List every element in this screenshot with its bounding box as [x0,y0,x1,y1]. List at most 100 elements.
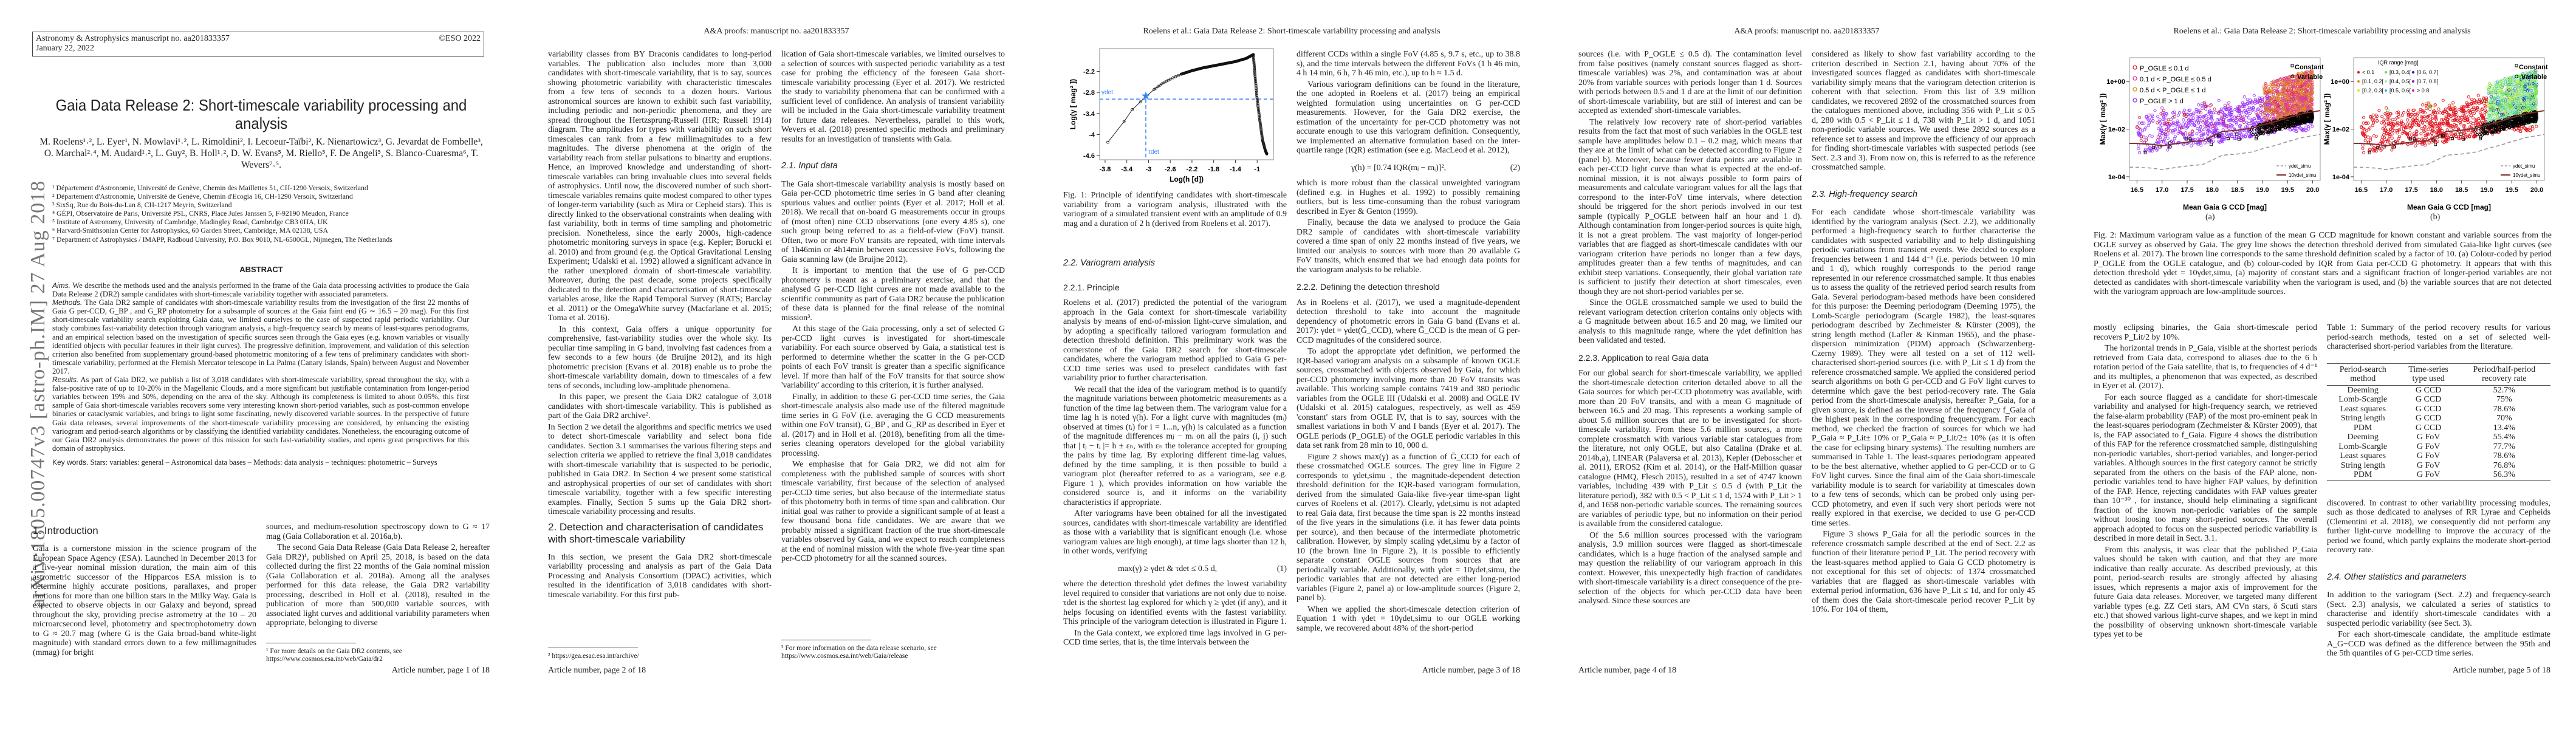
legend-label: 10γdet_simu [2289,173,2316,178]
data-point [2173,135,2177,139]
paragraph: In the Gaia context, we explored time la… [1063,628,1287,648]
constant-point [2269,130,2273,134]
detection-star-icon [1141,91,1151,100]
data-point [2272,100,2276,103]
running-head: Roelens et al.: Gaia Data Release 2: Sho… [2173,27,2471,36]
variogram-point [1258,118,1262,122]
data-point [2246,101,2250,105]
data-point [2248,134,2252,137]
paragraph: At this stage of the Gaia processing, on… [781,324,1005,390]
data-point [2226,104,2230,108]
paragraph: sources (i.e. with P_OGLE ≤ 0.5 d). The … [1578,50,1802,115]
data-point [2301,80,2305,83]
data-point [2287,94,2291,98]
equation-body: max(γ) ≥ γdet & τdet ≤ 0.5 d, [1118,564,1218,573]
variogram-point [1159,83,1162,87]
data-point [2233,108,2237,112]
abstract: Aims. We describe the methods used and t… [52,281,469,467]
footnote: ¹ For more details on the Gaia DR2 conte… [266,643,490,663]
data-point [2307,96,2311,100]
data-point [2286,81,2290,85]
data-point [2300,95,2303,99]
data-point [2307,78,2311,82]
data-point [2188,108,2191,112]
data-point [2263,106,2267,109]
data-point [2296,74,2300,77]
paragraph: Figure 3 shows P_Gaia for all the period… [1812,530,2035,614]
variable-point [2301,117,2304,120]
data-point [2189,133,2193,137]
data-point [2163,122,2167,125]
data-point [2211,139,2215,143]
data-point [2220,114,2224,118]
x-tick-label: -1 [1254,166,1260,173]
data-point [2272,95,2276,99]
data-point [2160,106,2164,110]
paragraph: It is important to mention that the use … [781,266,1005,323]
variogram-point [1257,111,1261,115]
data-point [2264,81,2267,85]
data-point [2287,100,2290,104]
variable-point [2295,122,2299,125]
paragraph: considered as likely to show fast variab… [1812,50,2035,172]
methods-label: Methods. [52,298,83,307]
legend-label: γdet_simu [2289,163,2311,169]
variable-point [2286,120,2289,124]
data-point [2176,121,2179,125]
variogram-point [1171,76,1175,80]
variable-point [2280,125,2283,128]
data-point [2167,125,2170,129]
data-point [2168,145,2172,148]
data-point [2211,125,2215,128]
paragraph: Roelens et al. (2017) predicted the pote… [1063,298,1287,383]
data-point [2145,138,2148,142]
data-point [2296,85,2300,89]
data-point [2218,123,2222,127]
data-point [2206,112,2210,116]
data-point [2303,103,2307,106]
figure-1-variogram: -3.8 -3.4 -3 -2.6 -2.2 -1.8 -1.4 -1-2.2-2.8-3.4… [1069,48,1274,183]
data-point [2245,98,2249,101]
variogram-point [1177,74,1180,77]
data-point [2202,132,2205,135]
legend-label: P_OGLE ≤ 0.1 d [2140,65,2189,72]
data-point [2268,106,2272,110]
data-point [2264,83,2268,87]
data-point [2297,76,2301,80]
data-point [2250,120,2254,124]
figure-2-variogram-scatter: 16.5 17.0 17.5 18.0 18.5 19.0 19.5 20.01e-041e-… [2098,57,2548,211]
data-point [2295,97,2298,100]
legend-label-constant: Constant [2295,64,2324,71]
data-point [2263,99,2266,103]
data-point [2162,118,2165,122]
subsubsection-heading: 2.2.2. Defining the detection threshold [1297,282,1440,292]
data-point [2270,109,2273,113]
variogram-point [1253,67,1256,71]
affiliation: ² Département d'Astronomie, Université d… [52,192,353,201]
paragraph: In this paper, we present the Gaia DR2 c… [548,392,772,420]
paragraph: variability classes from BY Draconis can… [548,50,772,323]
data-point [2284,102,2287,106]
data-point [2269,83,2273,87]
data-point [2249,134,2252,138]
data-point [2148,134,2152,138]
variogram-point [1252,54,1255,58]
footnote: ³ For more information on the data relea… [781,640,1005,660]
data-point [2309,84,2312,88]
variogram-point [1253,70,1256,74]
data-point [2196,115,2200,119]
data-point [2209,113,2213,117]
data-point [2156,135,2160,139]
x-tick-label: 18.0 [2206,187,2219,194]
data-point [2188,116,2192,120]
data-point [2264,95,2268,99]
data-point [2225,123,2228,128]
page-footer: Article number, page 3 of 18 [1422,666,1520,675]
data-point [2203,141,2207,145]
data-point [2234,118,2238,123]
variable-point [2304,118,2307,121]
subsubsection-heading: 2.2.1. Principle [1063,282,1120,292]
data-point [2285,111,2289,114]
subsubsection-heading: 2.2.3. Application to real Gaia data [1578,352,1709,363]
variogram-point [1256,105,1260,109]
